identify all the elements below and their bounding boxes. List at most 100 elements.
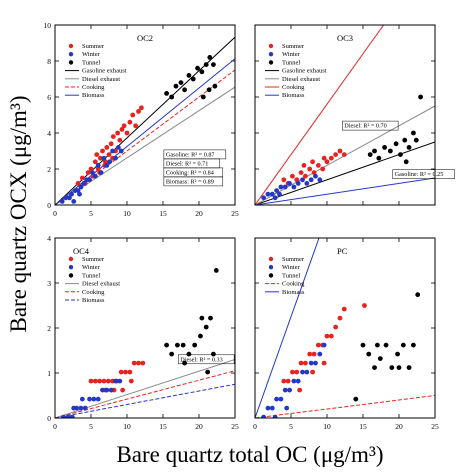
legend-marker bbox=[68, 273, 74, 278]
plot-area bbox=[255, 238, 435, 418]
data-point-winter bbox=[282, 184, 288, 190]
data-point-summer bbox=[123, 369, 128, 375]
legend-marker bbox=[268, 273, 274, 278]
data-point-tunnel bbox=[396, 365, 402, 370]
legend-label: Diesel exhaust bbox=[82, 76, 120, 83]
x-tick-label: 0 bbox=[53, 209, 57, 218]
data-point-summer bbox=[100, 148, 105, 154]
data-point-summer bbox=[320, 166, 326, 172]
legend-label: Biomass bbox=[82, 92, 105, 99]
y-tick-label: 2 bbox=[47, 324, 51, 333]
legend-label: Gasoline exhaust bbox=[282, 68, 327, 75]
plot-area bbox=[255, 25, 435, 205]
x-axis-title: Bare quartz total OC (μg/m³) bbox=[116, 442, 383, 467]
y-tick-label: 6 bbox=[47, 93, 51, 102]
r2-annotation: Cooking: R² = 0.84 bbox=[166, 169, 214, 176]
chart-panels: 0 5 10 15 20 250246810OC2SummerWinterTunnelGa… bbox=[44, 21, 455, 431]
data-point-tunnel bbox=[206, 87, 212, 93]
data-point-winter bbox=[295, 378, 301, 384]
legend-label: Biomass bbox=[82, 297, 105, 304]
legend-label: Tunnel bbox=[282, 59, 300, 66]
data-point-tunnel bbox=[389, 365, 395, 370]
data-point-tunnel bbox=[398, 152, 403, 158]
data-point-tunnel bbox=[403, 159, 409, 165]
data-point-tunnel bbox=[199, 315, 205, 321]
plot-frame bbox=[254, 237, 436, 419]
data-point-tunnel bbox=[406, 365, 412, 370]
data-point-winter bbox=[265, 191, 271, 197]
legend-label: Diesel exhaust bbox=[82, 281, 120, 288]
r2-annotation: Biomass: R² = 0.89 bbox=[166, 178, 214, 185]
legend-label: Cooking bbox=[82, 289, 105, 296]
legend-label: Winter bbox=[82, 51, 101, 58]
r2-annotation: Diesel: R² = 0.71 bbox=[166, 160, 208, 167]
data-point-tunnel bbox=[200, 94, 206, 100]
data-point-tunnel bbox=[211, 351, 216, 357]
data-point-winter bbox=[67, 195, 72, 201]
y-tick-label: 0 bbox=[47, 201, 51, 210]
data-point-winter bbox=[92, 173, 98, 179]
data-point-tunnel bbox=[182, 87, 188, 93]
data-point-tunnel bbox=[360, 342, 366, 348]
data-point-tunnel bbox=[372, 148, 377, 154]
series-line-biomass bbox=[255, 177, 435, 205]
data-point-winter bbox=[78, 184, 84, 190]
series-line-cooking bbox=[255, 25, 385, 205]
data-point-summer bbox=[105, 378, 111, 384]
data-point-winter bbox=[65, 414, 71, 418]
data-point-winter bbox=[108, 387, 114, 393]
data-point-summer bbox=[333, 152, 339, 158]
legend-label: Cooking bbox=[82, 84, 105, 91]
legend-label: Diesel exhaust bbox=[282, 76, 320, 83]
legend-label: Summer bbox=[282, 43, 305, 50]
data-point-tunnel bbox=[406, 145, 412, 150]
data-point-winter bbox=[63, 195, 69, 201]
data-point-summer bbox=[120, 387, 126, 393]
data-point-tunnel bbox=[377, 356, 383, 361]
x-tick-label: 25 bbox=[431, 422, 439, 431]
legend-label: Biomass bbox=[282, 289, 305, 296]
data-point-winter bbox=[284, 405, 290, 411]
legend-label: Winter bbox=[82, 264, 101, 271]
data-point-tunnel bbox=[164, 342, 170, 348]
data-point-tunnel bbox=[366, 351, 372, 357]
data-point-winter bbox=[308, 177, 314, 183]
data-point-winter bbox=[295, 181, 301, 186]
plot-area bbox=[55, 36, 235, 205]
legend-marker bbox=[268, 60, 274, 65]
panel-title: OC3 bbox=[337, 33, 353, 43]
data-point-summer bbox=[324, 333, 330, 339]
data-point-summer bbox=[131, 360, 137, 366]
data-point-summer bbox=[121, 123, 127, 129]
data-point-tunnel bbox=[199, 69, 205, 75]
data-point-winter bbox=[101, 155, 107, 161]
data-point-winter bbox=[81, 181, 87, 186]
data-point-winter bbox=[118, 148, 124, 154]
y-tick-label: 2 bbox=[47, 165, 51, 174]
data-point-winter bbox=[300, 177, 305, 183]
x-tick-label: 25 bbox=[231, 209, 239, 218]
data-point-summer bbox=[108, 141, 114, 147]
data-point-tunnel bbox=[203, 62, 209, 67]
data-point-tunnel bbox=[211, 62, 216, 67]
r2-annotation-box bbox=[178, 354, 235, 365]
r2-annotation-box bbox=[342, 120, 399, 131]
plot-frame bbox=[254, 24, 436, 206]
data-point-tunnel bbox=[402, 137, 408, 143]
data-point-summer bbox=[124, 130, 130, 136]
data-point-winter bbox=[321, 342, 327, 348]
data-point-winter bbox=[75, 188, 81, 194]
data-point-tunnel bbox=[411, 342, 416, 348]
data-point-summer bbox=[128, 378, 134, 384]
data-point-winter bbox=[265, 405, 271, 411]
legend-label: Winter bbox=[282, 51, 301, 58]
data-point-winter bbox=[274, 188, 279, 194]
data-point-summer bbox=[133, 123, 139, 129]
data-point-winter bbox=[104, 387, 110, 393]
data-point-summer bbox=[101, 378, 107, 384]
legend-label: Tunnel bbox=[82, 272, 100, 279]
data-point-winter bbox=[87, 177, 92, 183]
data-point-tunnel bbox=[180, 342, 186, 348]
